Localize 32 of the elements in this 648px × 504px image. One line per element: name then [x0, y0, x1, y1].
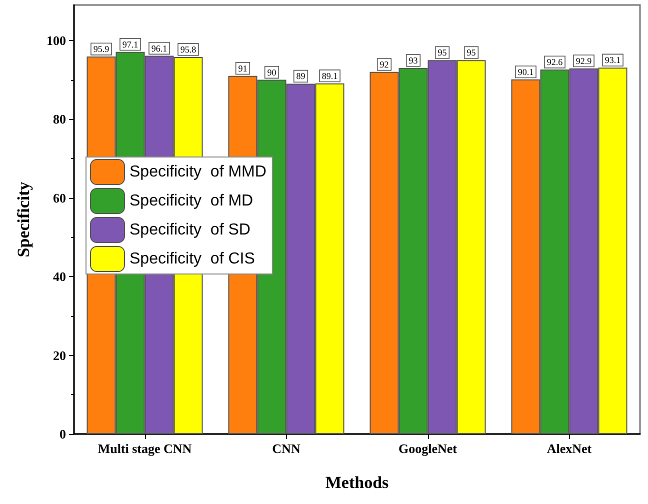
y-tick-label: 0 [60, 426, 66, 442]
data-label: 89.1 [322, 70, 338, 81]
data-label: 93.1 [604, 55, 621, 66]
data-label: 90.1 [518, 66, 534, 77]
x-tick-label: CNN [272, 441, 301, 456]
data-label: 95.9 [93, 44, 110, 54]
legend-label: Specificity of MMD [130, 164, 266, 180]
data-label: 92.9 [576, 56, 592, 66]
data-label: 96.1 [151, 43, 168, 54]
data-label: 97.1 [122, 39, 138, 50]
y-tick-label: 60 [53, 190, 66, 206]
x-axis-title: Methods [325, 473, 390, 492]
y-tick-label: 40 [53, 269, 66, 284]
legend-label: Specificity of CIS [130, 250, 255, 268]
y-axis-title: Specificity [14, 181, 33, 258]
y-tick-label: 80 [53, 112, 66, 127]
data-label: 89 [296, 71, 306, 82]
legend-label: Specificity of SD [130, 222, 250, 238]
data-label: 95 [438, 48, 448, 58]
y-tick-label: 100 [46, 32, 66, 48]
data-label: 95.8 [180, 44, 197, 54]
data-label: 90 [267, 67, 277, 78]
data-label: 93 [408, 55, 418, 66]
x-tick-label: GoogleNet [398, 441, 458, 456]
data-label: 92.6 [546, 57, 564, 68]
data-label: 91 [238, 63, 248, 74]
x-tick-label: Multi stage CNN [98, 441, 192, 456]
data-label: 92 [380, 59, 389, 70]
x-tick-label: AlexNet [546, 441, 592, 456]
y-tick-label: 20 [53, 348, 66, 363]
legend-label: Specificity of MD [130, 192, 254, 210]
data-label: 95 [466, 48, 476, 58]
